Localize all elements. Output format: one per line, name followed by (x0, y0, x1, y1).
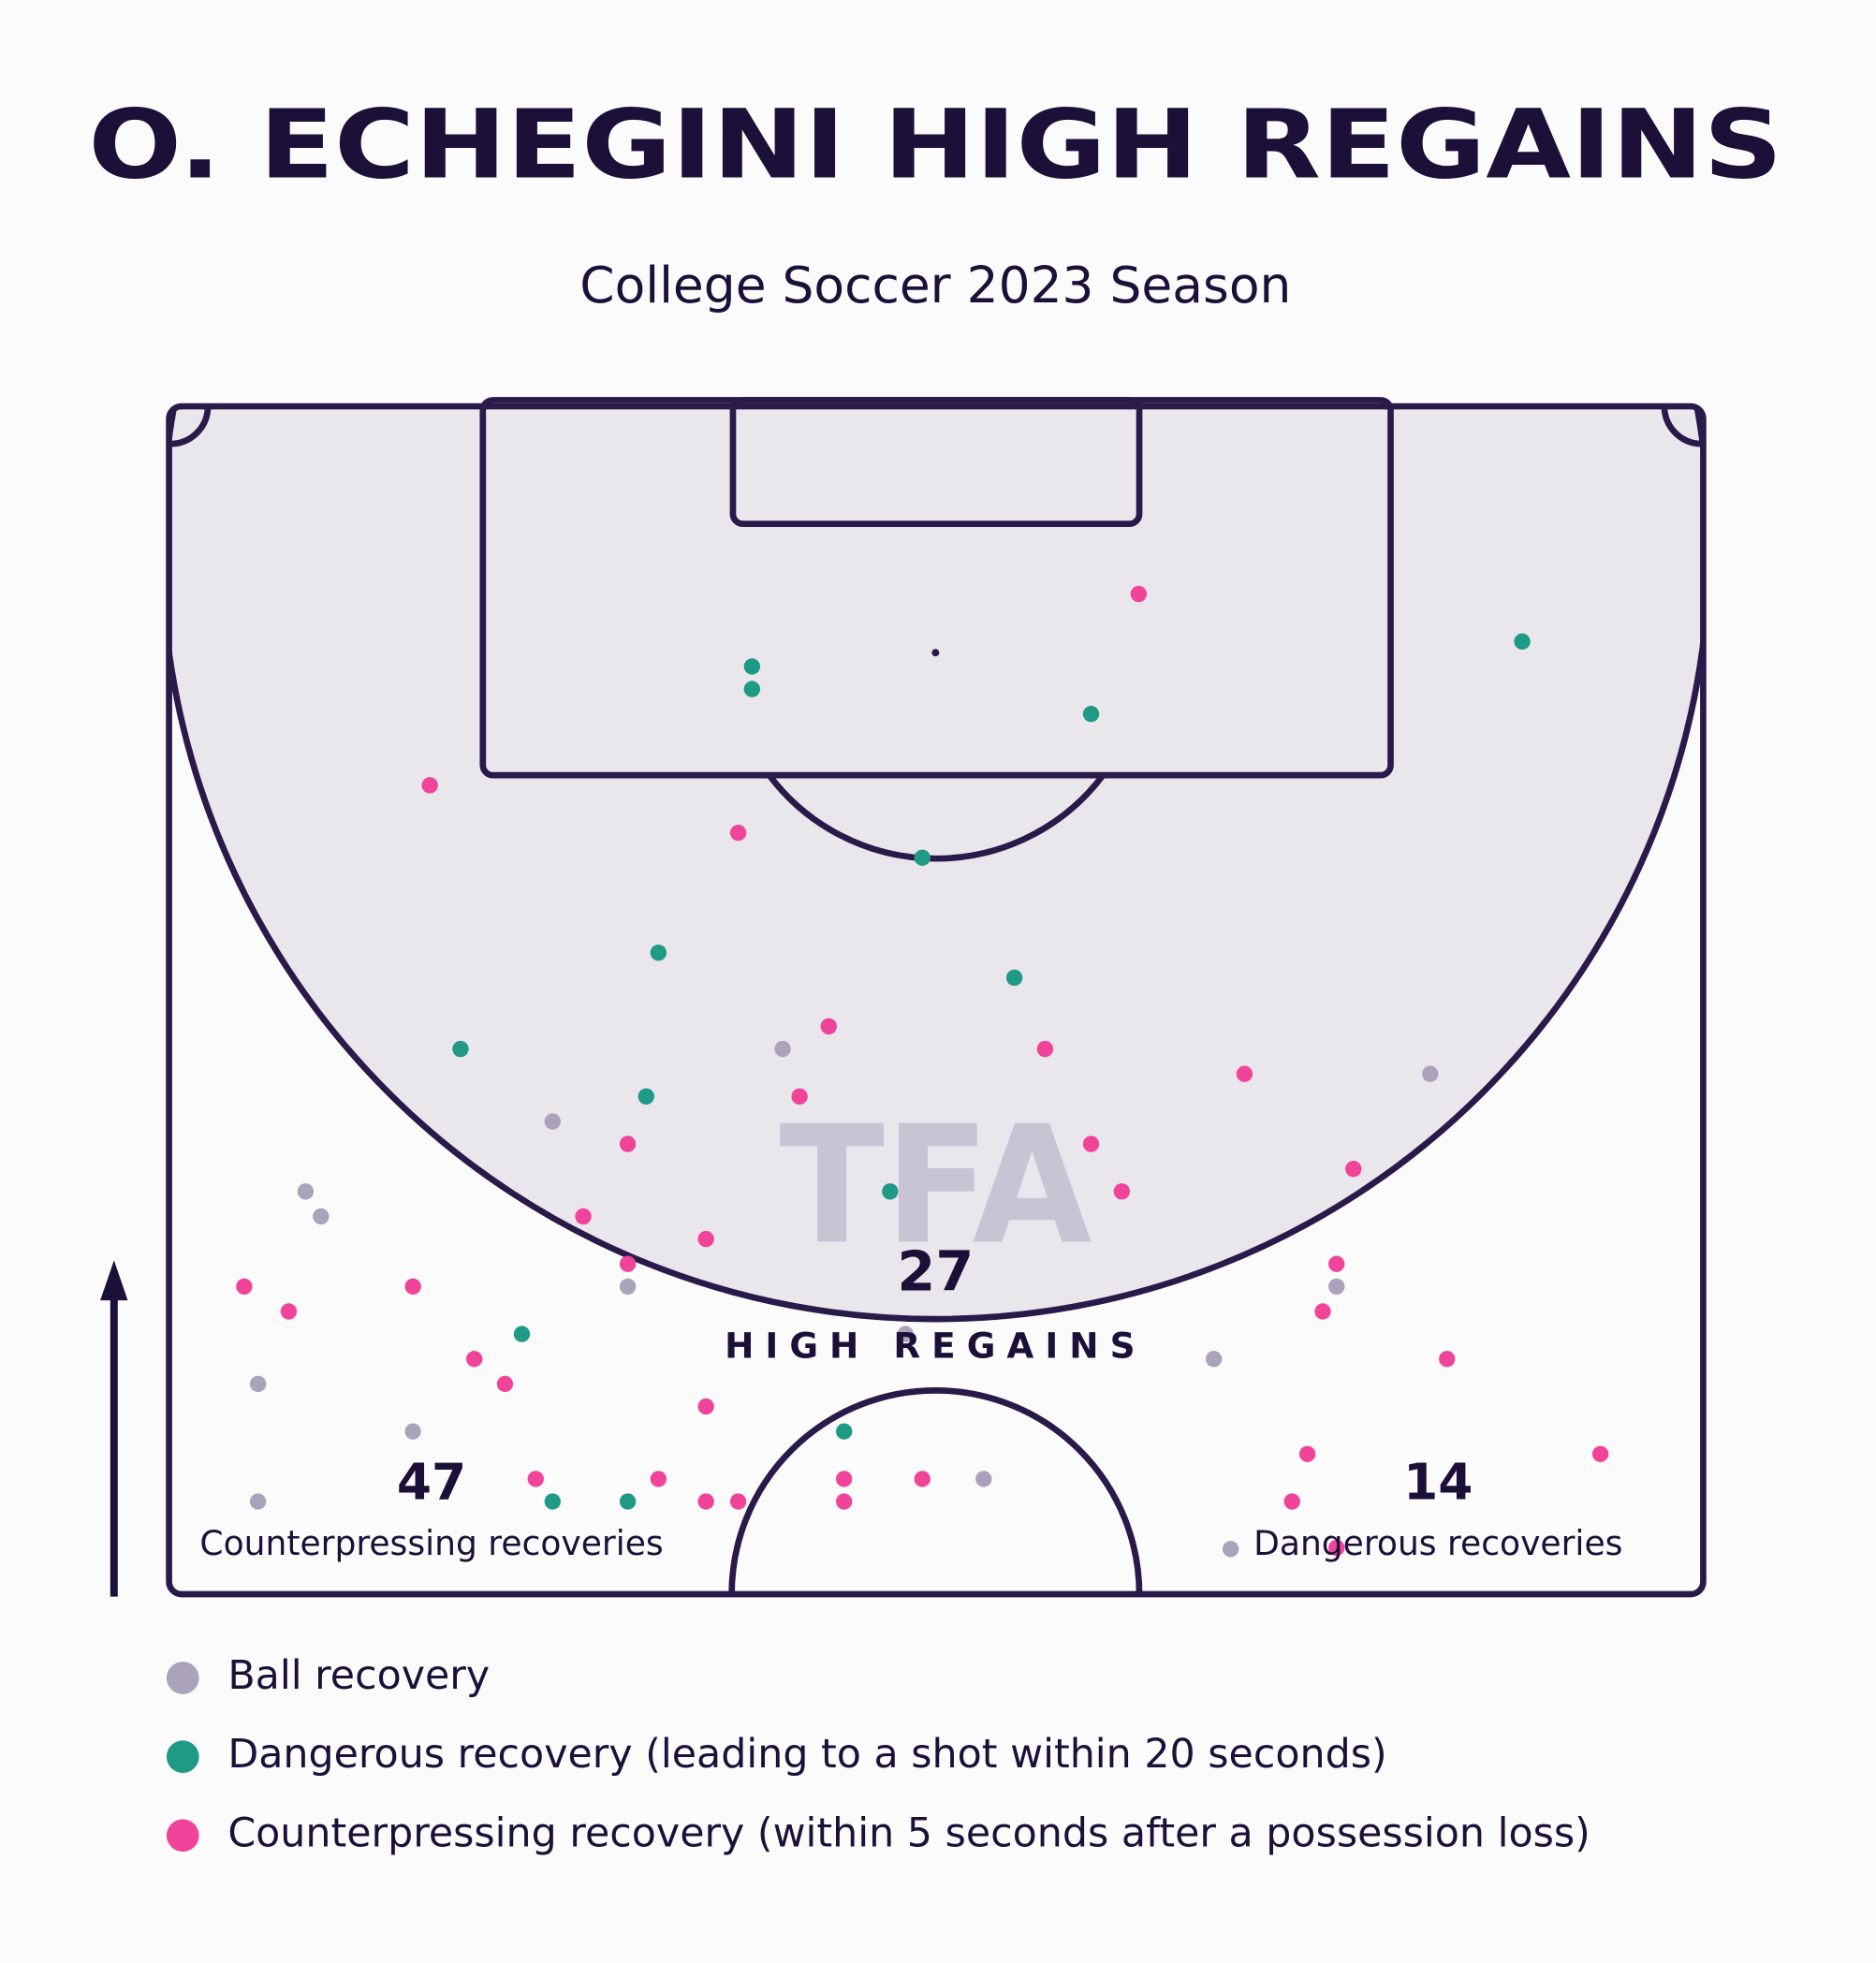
legend-label: Dangerous recovery (leading to a shot wi… (227, 1731, 1386, 1778)
corner-arc (170, 408, 212, 447)
dot (743, 658, 761, 675)
dot (513, 1326, 531, 1342)
dot (1314, 1303, 1331, 1320)
dot (835, 1493, 853, 1510)
dot (1283, 1493, 1300, 1510)
legend-marker (166, 1740, 199, 1773)
dot (1422, 1065, 1439, 1082)
dot (280, 1303, 298, 1320)
pitch-outline (166, 403, 1707, 1598)
dot (975, 1471, 992, 1487)
corner-arc (1661, 408, 1702, 447)
watermark: TFA (779, 1091, 1092, 1280)
legend-label: Counterpressing recovery (within 5 secon… (227, 1809, 1590, 1856)
dot (820, 1018, 837, 1035)
dot (236, 1278, 253, 1296)
dot (1298, 1445, 1316, 1462)
dot (1113, 1183, 1130, 1200)
dot (404, 1278, 421, 1296)
stat-value: 27 (897, 1238, 974, 1303)
dot (452, 1040, 469, 1058)
dot (619, 1278, 637, 1296)
dot (1591, 1445, 1609, 1462)
dot (527, 1471, 544, 1487)
dot (404, 1423, 421, 1440)
penalty-spot (931, 649, 940, 657)
dot (466, 1351, 483, 1368)
stat-value: 14 (1403, 1452, 1473, 1511)
dot (729, 824, 747, 842)
dot (1036, 1040, 1054, 1058)
dot (1328, 1255, 1345, 1272)
dot (1082, 706, 1100, 723)
dot (729, 1493, 747, 1510)
dot (619, 1493, 637, 1510)
dot (313, 1208, 330, 1225)
dot (882, 1183, 899, 1200)
dot (697, 1230, 714, 1248)
dot (835, 1471, 853, 1487)
dot (496, 1375, 514, 1393)
high-regain-arc (169, 406, 1704, 1323)
dot (1205, 1351, 1223, 1368)
stat-value: 47 (397, 1452, 466, 1511)
dot (1514, 633, 1531, 651)
stat-label: HIGH REGAINS (725, 1325, 1146, 1366)
dot (697, 1493, 714, 1510)
dot (1082, 1135, 1100, 1152)
dot (1439, 1351, 1456, 1368)
dot (914, 1471, 931, 1487)
chart-subtitle: College Soccer 2023 Season (579, 256, 1291, 315)
dots (236, 585, 1609, 1558)
dot (544, 1493, 561, 1510)
dot (1130, 585, 1148, 603)
legend-marker (166, 1662, 199, 1694)
dot (619, 1135, 637, 1152)
dot (619, 1255, 637, 1272)
dot (249, 1493, 267, 1510)
dot (575, 1208, 592, 1225)
dot (544, 1113, 561, 1130)
penalty-arc (767, 773, 1106, 862)
dot (1005, 969, 1023, 987)
labels: 27 HIGH REGAINS 47 Counterpressing recoveri… (199, 1238, 1622, 1562)
dot (774, 1040, 791, 1058)
stat-label: Counterpressing recoveries (199, 1524, 663, 1563)
dot (1328, 1278, 1345, 1296)
pitch (166, 397, 1707, 1598)
dot (297, 1183, 315, 1200)
legend-label: Ball recovery (227, 1652, 490, 1699)
dot (650, 1471, 667, 1487)
dot (421, 777, 438, 794)
dot (249, 1375, 267, 1393)
legend: Ball recovery Dangerous recovery (leading… (166, 1652, 1590, 1856)
center-circle (728, 1386, 1143, 1594)
legend-marker (166, 1819, 199, 1853)
dot (1222, 1541, 1239, 1558)
dot (897, 1326, 914, 1342)
dot (638, 1088, 654, 1105)
dot (1328, 1539, 1345, 1557)
dot (697, 1398, 714, 1415)
stat-label: Dangerous recoveries (1253, 1524, 1622, 1563)
dot (835, 1423, 853, 1440)
dot (914, 849, 931, 866)
high-regain-zone (169, 406, 1704, 1320)
dot (743, 681, 761, 697)
dot (650, 945, 667, 961)
direction-arrow (100, 1260, 128, 1597)
chart-title: O. ECHEGINI HIGH REGAINS (88, 90, 1782, 200)
dot (1345, 1161, 1362, 1178)
dot (1236, 1065, 1253, 1082)
six-yard-box (729, 397, 1143, 527)
dot (791, 1088, 808, 1105)
